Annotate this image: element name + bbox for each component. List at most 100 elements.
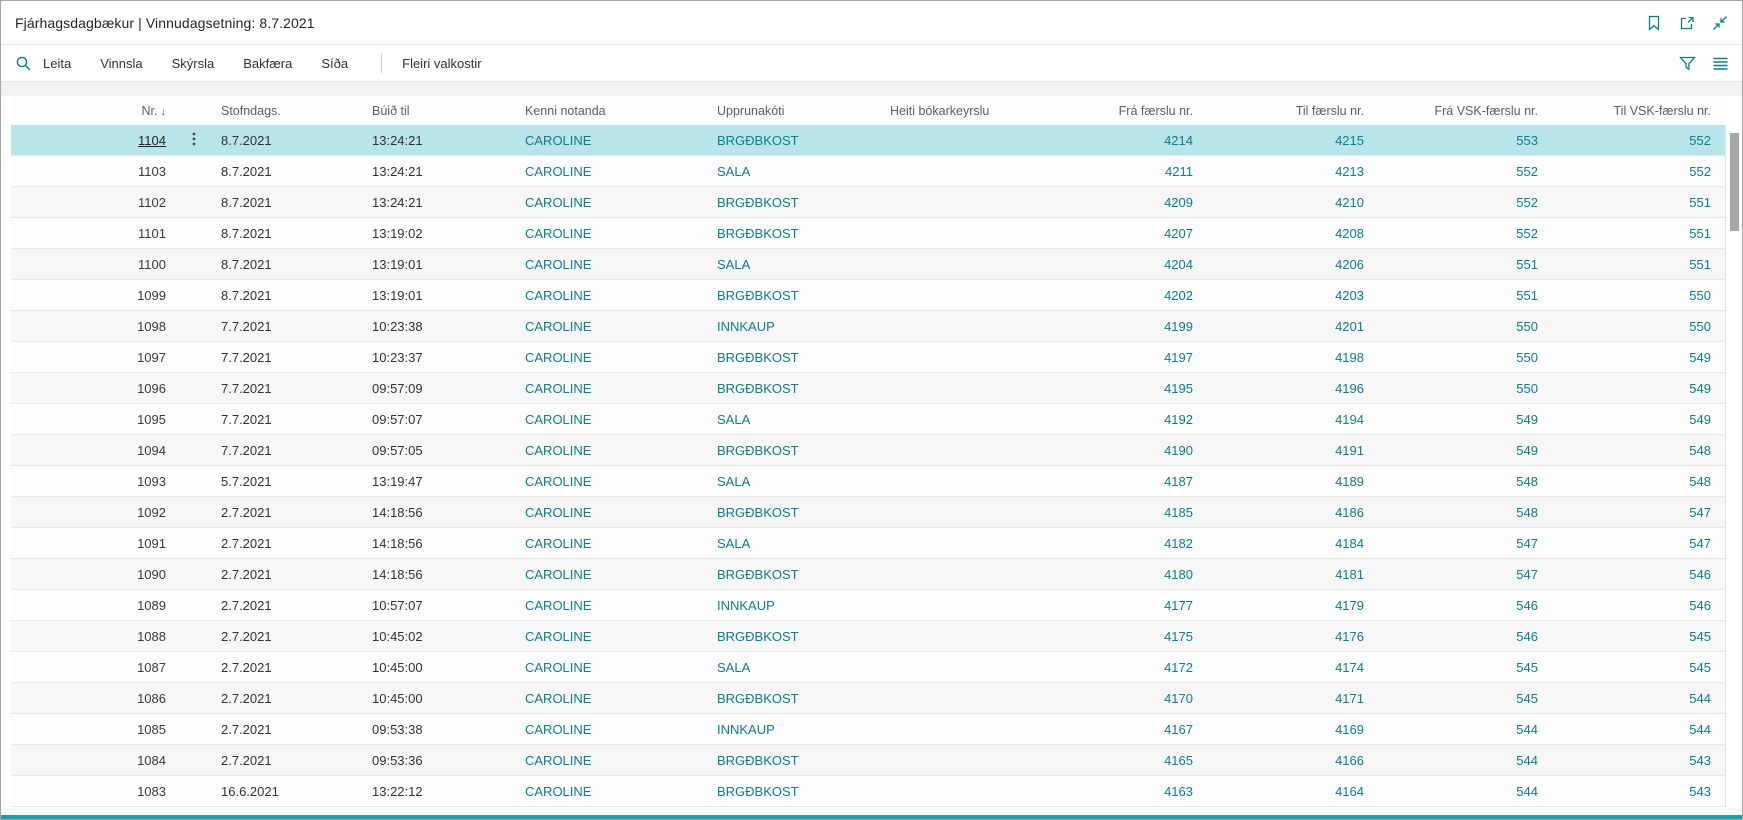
- cell-til-vsk-faerslu-nr[interactable]: 548: [1689, 473, 1711, 489]
- journal-nr-link[interactable]: 1097: [137, 349, 166, 365]
- table-row[interactable]: 1101 8.7.2021 13:19:02 CAROLINE BRGÐBKOS…: [11, 218, 1725, 249]
- cell-upprunakoti[interactable]: BRGÐBKOST: [717, 132, 799, 148]
- cell-til-vsk-faerslu-nr[interactable]: 549: [1689, 411, 1711, 427]
- cell-fra-faerslu-nr[interactable]: 4170: [1164, 690, 1193, 706]
- table-row[interactable]: 1097 7.7.2021 10:23:37 CAROLINE BRGÐBKOS…: [11, 342, 1725, 373]
- cell-til-vsk-faerslu-nr[interactable]: 545: [1689, 628, 1711, 644]
- filter-icon[interactable]: [1679, 55, 1696, 71]
- bookmark-icon[interactable]: [1646, 15, 1662, 31]
- journal-nr-link[interactable]: 1088: [137, 628, 166, 644]
- cell-fra-faerslu-nr[interactable]: 4187: [1164, 473, 1193, 489]
- cell-upprunakoti[interactable]: BRGÐBKOST: [717, 287, 799, 303]
- cell-fra-faerslu-nr[interactable]: 4204: [1164, 256, 1193, 272]
- cell-upprunakoti[interactable]: BRGÐBKOST: [717, 442, 799, 458]
- cell-upprunakoti[interactable]: INNKAUP: [717, 318, 775, 334]
- table-row[interactable]: 1100 8.7.2021 13:19:01 CAROLINE SALA 420…: [11, 249, 1725, 280]
- cell-til-faerslu-nr[interactable]: 4186: [1335, 504, 1364, 520]
- cell-upprunakoti[interactable]: BRGÐBKOST: [717, 349, 799, 365]
- cell-til-faerslu-nr[interactable]: 4213: [1335, 163, 1364, 179]
- table-row[interactable]: 1092 2.7.2021 14:18:56 CAROLINE BRGÐBKOS…: [11, 497, 1725, 528]
- journal-nr-link[interactable]: 1087: [137, 659, 166, 675]
- column-header-buid-til[interactable]: Búið til: [372, 103, 410, 118]
- column-header-kenni-notanda[interactable]: Kenni notanda: [525, 103, 606, 118]
- table-row[interactable]: 1083 16.6.2021 13:22:12 CAROLINE BRGÐBKO…: [11, 776, 1725, 807]
- table-row[interactable]: 1096 7.7.2021 09:57:09 CAROLINE BRGÐBKOS…: [11, 373, 1725, 404]
- journal-nr-link[interactable]: 1099: [137, 287, 166, 303]
- cell-til-faerslu-nr[interactable]: 4174: [1335, 659, 1364, 675]
- cell-til-faerslu-nr[interactable]: 4176: [1335, 628, 1364, 644]
- cell-fra-faerslu-nr[interactable]: 4177: [1164, 597, 1193, 613]
- journal-nr-link[interactable]: 1085: [137, 721, 166, 737]
- cell-til-faerslu-nr[interactable]: 4210: [1335, 194, 1364, 210]
- cell-kenni-notanda[interactable]: CAROLINE: [525, 473, 592, 489]
- cell-fra-vsk-faerslu-nr[interactable]: 544: [1516, 783, 1538, 799]
- cell-fra-faerslu-nr[interactable]: 4190: [1164, 442, 1193, 458]
- cell-til-faerslu-nr[interactable]: 4169: [1335, 721, 1364, 737]
- cell-til-vsk-faerslu-nr[interactable]: 544: [1689, 690, 1711, 706]
- column-header-fra-faerslu-nr[interactable]: Frá færslu nr.: [1118, 103, 1193, 118]
- cell-kenni-notanda[interactable]: CAROLINE: [525, 256, 592, 272]
- vertical-scrollbar-thumb[interactable]: [1730, 133, 1739, 231]
- cell-til-vsk-faerslu-nr[interactable]: 545: [1689, 659, 1711, 675]
- cell-fra-faerslu-nr[interactable]: 4185: [1164, 504, 1193, 520]
- table-row[interactable]: 1098 7.7.2021 10:23:38 CAROLINE INNKAUP …: [11, 311, 1725, 342]
- cell-til-faerslu-nr[interactable]: 4206: [1335, 256, 1364, 272]
- cell-kenni-notanda[interactable]: CAROLINE: [525, 752, 592, 768]
- cell-til-faerslu-nr[interactable]: 4201: [1335, 318, 1364, 334]
- cell-fra-faerslu-nr[interactable]: 4172: [1164, 659, 1193, 675]
- cell-upprunakoti[interactable]: INNKAUP: [717, 721, 775, 737]
- journal-nr-link[interactable]: 1103: [138, 163, 166, 179]
- cell-fra-vsk-faerslu-nr[interactable]: 545: [1516, 659, 1538, 675]
- table-row[interactable]: 1099 8.7.2021 13:19:01 CAROLINE BRGÐBKOS…: [11, 280, 1725, 311]
- cell-til-faerslu-nr[interactable]: 4196: [1335, 380, 1364, 396]
- column-header-til-vsk-faerslu-nr[interactable]: Til VSK-færslu nr.: [1613, 103, 1711, 118]
- column-header-nr[interactable]: Nr. ↓: [141, 103, 166, 118]
- cell-upprunakoti[interactable]: BRGÐBKOST: [717, 783, 799, 799]
- journal-nr-link[interactable]: 1096: [137, 380, 166, 396]
- cell-kenni-notanda[interactable]: CAROLINE: [525, 628, 592, 644]
- table-row[interactable]: 1084 2.7.2021 09:53:36 CAROLINE BRGÐBKOS…: [11, 745, 1725, 776]
- cell-kenni-notanda[interactable]: CAROLINE: [525, 194, 592, 210]
- column-header-upprunakoti[interactable]: Upprunakóti: [717, 103, 785, 118]
- cell-fra-vsk-faerslu-nr[interactable]: 547: [1516, 566, 1538, 582]
- cell-til-vsk-faerslu-nr[interactable]: 543: [1689, 783, 1711, 799]
- cell-kenni-notanda[interactable]: CAROLINE: [525, 566, 592, 582]
- table-row[interactable]: 1102 8.7.2021 13:24:21 CAROLINE BRGÐBKOS…: [11, 187, 1725, 218]
- collapse-icon[interactable]: [1712, 15, 1728, 31]
- journal-nr-link[interactable]: 1094: [137, 442, 166, 458]
- cell-kenni-notanda[interactable]: CAROLINE: [525, 349, 592, 365]
- cell-kenni-notanda[interactable]: CAROLINE: [525, 163, 592, 179]
- cell-kenni-notanda[interactable]: CAROLINE: [525, 411, 592, 427]
- cell-fra-faerslu-nr[interactable]: 4165: [1164, 752, 1193, 768]
- journal-nr-link[interactable]: 1101: [138, 225, 166, 241]
- journal-nr-link[interactable]: 1098: [137, 318, 166, 334]
- cell-upprunakoti[interactable]: SALA: [717, 411, 751, 427]
- cell-fra-faerslu-nr[interactable]: 4182: [1164, 535, 1193, 551]
- cell-upprunakoti[interactable]: SALA: [717, 535, 751, 551]
- cell-kenni-notanda[interactable]: CAROLINE: [525, 597, 592, 613]
- cell-til-faerslu-nr[interactable]: 4191: [1335, 442, 1364, 458]
- cell-til-faerslu-nr[interactable]: 4166: [1335, 752, 1364, 768]
- cell-upprunakoti[interactable]: BRGÐBKOST: [717, 504, 799, 520]
- journal-nr-link[interactable]: 1084: [137, 752, 166, 768]
- cell-fra-vsk-faerslu-nr[interactable]: 551: [1516, 287, 1538, 303]
- cell-kenni-notanda[interactable]: CAROLINE: [525, 535, 592, 551]
- cell-til-vsk-faerslu-nr[interactable]: 549: [1689, 349, 1711, 365]
- cell-fra-faerslu-nr[interactable]: 4209: [1164, 194, 1193, 210]
- table-row[interactable]: 1095 7.7.2021 09:57:07 CAROLINE SALA 419…: [11, 404, 1725, 435]
- menu-item-bakfaera[interactable]: Bakfæra: [243, 55, 293, 71]
- journal-nr-link[interactable]: 1089: [137, 597, 166, 613]
- cell-fra-faerslu-nr[interactable]: 4197: [1164, 349, 1193, 365]
- cell-til-faerslu-nr[interactable]: 4203: [1335, 287, 1364, 303]
- cell-upprunakoti[interactable]: SALA: [717, 163, 751, 179]
- cell-kenni-notanda[interactable]: CAROLINE: [525, 659, 592, 675]
- cell-fra-vsk-faerslu-nr[interactable]: 548: [1516, 473, 1538, 489]
- cell-kenni-notanda[interactable]: CAROLINE: [525, 504, 592, 520]
- cell-upprunakoti[interactable]: BRGÐBKOST: [717, 566, 799, 582]
- cell-til-vsk-faerslu-nr[interactable]: 551: [1689, 194, 1711, 210]
- cell-til-vsk-faerslu-nr[interactable]: 546: [1689, 566, 1711, 582]
- cell-fra-vsk-faerslu-nr[interactable]: 552: [1516, 225, 1538, 241]
- cell-kenni-notanda[interactable]: CAROLINE: [525, 225, 592, 241]
- cell-kenni-notanda[interactable]: CAROLINE: [525, 287, 592, 303]
- cell-upprunakoti[interactable]: INNKAUP: [717, 597, 775, 613]
